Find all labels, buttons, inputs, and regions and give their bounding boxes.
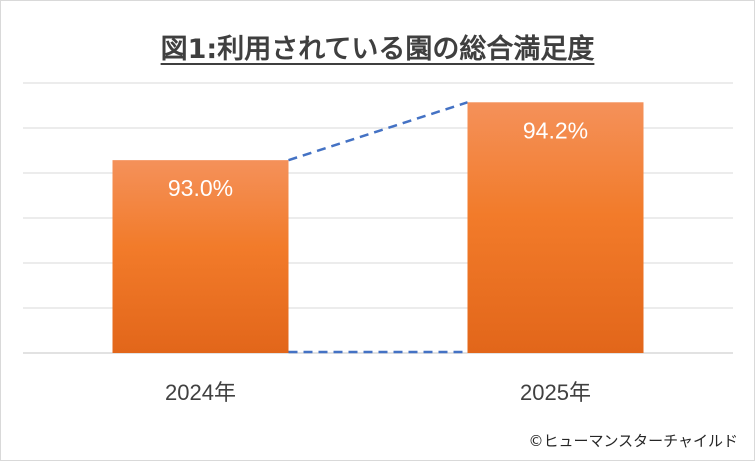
x-tick-label-2: 2025年 — [520, 380, 591, 405]
bar-2 — [467, 102, 644, 354]
data-label-1: 93.0% — [168, 175, 233, 201]
bar-1 — [112, 160, 289, 353]
chart-title: 図1:利用されている園の総合満足度 — [160, 34, 595, 65]
data-label-2: 94.2% — [523, 117, 588, 143]
credit-text: ©ヒューマンスターチャイルド — [528, 432, 738, 450]
connector-line-top — [288, 101, 468, 162]
x-tick-label-1: 2024年 — [165, 380, 236, 405]
